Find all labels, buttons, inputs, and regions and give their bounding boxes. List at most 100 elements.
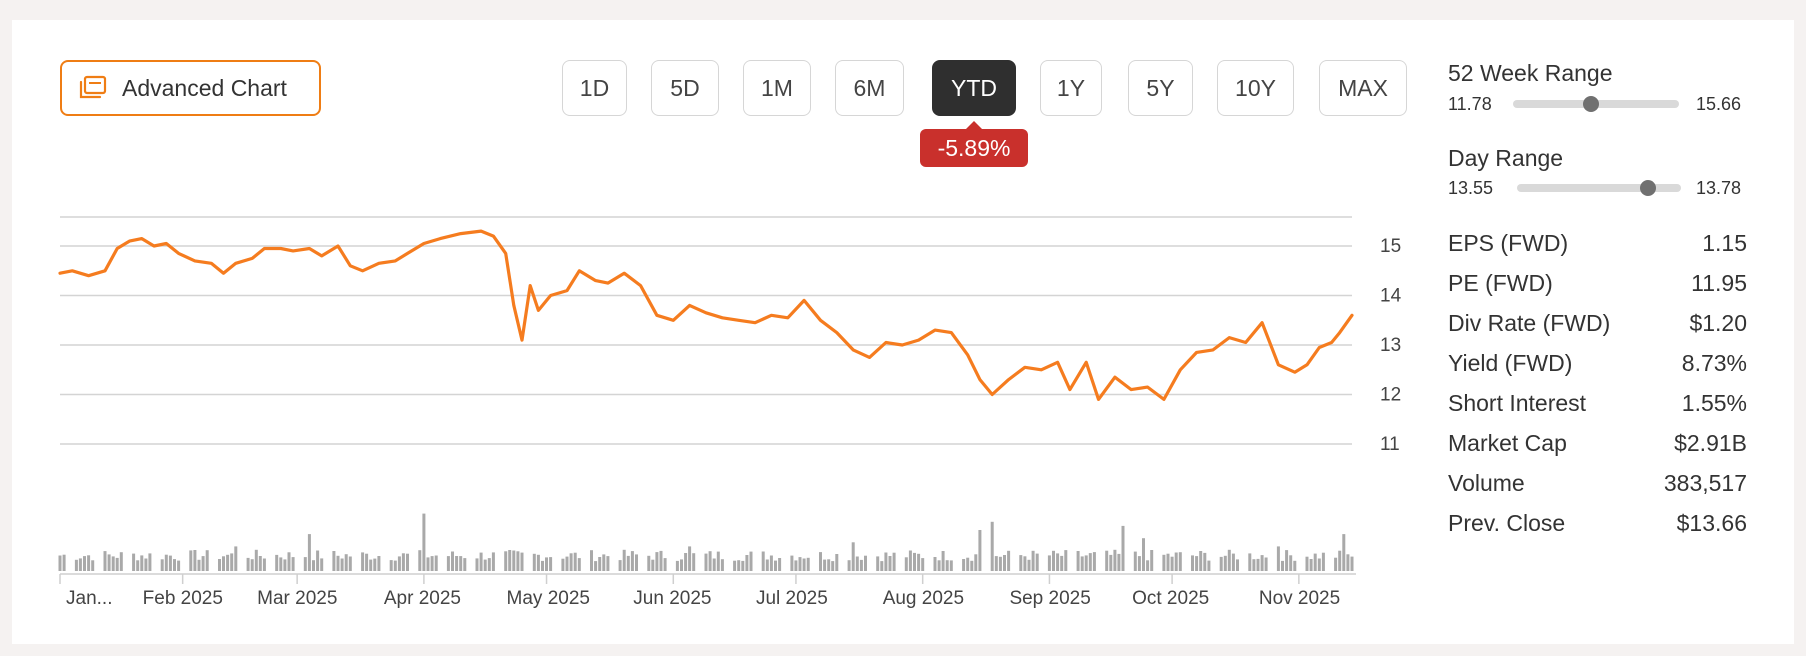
volume-bar [1260, 555, 1264, 571]
volume-bar [258, 556, 262, 571]
x-tick-label: Jan... [66, 588, 112, 609]
y-tick-label: 11 [1380, 434, 1400, 455]
volume-bar [279, 557, 283, 571]
volume-bar [136, 560, 140, 571]
volume-bar [663, 558, 667, 571]
volume-bar [451, 551, 454, 571]
stat-label-market-cap: Market Cap [1448, 430, 1567, 456]
range-button-1d[interactable]: 1D [562, 60, 627, 116]
volume-bar [974, 554, 978, 571]
volume-bar [737, 560, 741, 571]
volume-bar [58, 555, 62, 571]
volume-bar [945, 560, 949, 571]
volume-bar [1178, 552, 1182, 571]
week52-range-title: 52 Week Range [1448, 60, 1613, 86]
volume-bar [941, 551, 945, 571]
volume-bar [888, 556, 892, 571]
volume-bar [532, 553, 536, 571]
volume-bar [283, 559, 287, 571]
week52-low: 11.78 [1448, 94, 1492, 114]
volume-bar [864, 555, 867, 571]
volume-bar [307, 534, 311, 571]
volume-bar [83, 556, 86, 571]
volume-bar [1289, 555, 1293, 571]
volume-bar [577, 558, 581, 571]
volume-bar [1223, 555, 1227, 571]
range-button-10y[interactable]: 10Y [1217, 60, 1294, 116]
range-button-5y[interactable]: 5Y [1128, 60, 1193, 116]
volume-bar [320, 558, 324, 571]
volume-bar [160, 559, 164, 571]
volume-bar [802, 558, 806, 571]
volume-bar [1088, 553, 1092, 571]
volume-bar [835, 554, 839, 571]
volume-bar [1080, 556, 1084, 571]
stat-value-yield: 8.73% [1681, 350, 1747, 376]
stat-value-market-cap: $2.91B [1674, 430, 1747, 456]
volume-bar [164, 554, 168, 571]
day-range-low: 13.55 [1448, 178, 1494, 198]
x-tick-label: Sep 2025 [1009, 588, 1090, 609]
volume-bar [1060, 555, 1064, 571]
volume-bar [312, 560, 315, 571]
volume-bar [516, 551, 520, 571]
volume-bar [680, 559, 683, 571]
volume-bar [1285, 550, 1289, 571]
volume-bar [504, 551, 508, 571]
volume-bar [1191, 555, 1194, 571]
volume-bar [1276, 546, 1280, 571]
x-tick-label: Mar 2025 [257, 588, 337, 609]
range-button-ytd[interactable]: YTD [932, 60, 1016, 116]
range-button-1m[interactable]: 1M [743, 60, 811, 116]
volume-bar [483, 559, 487, 571]
volume-bar [970, 560, 974, 571]
volume-bar [1109, 554, 1113, 571]
volume-bar [173, 559, 176, 571]
range-button-1y[interactable]: 1Y [1040, 60, 1102, 116]
volume-bar [1064, 550, 1068, 571]
volume-bar [62, 554, 66, 571]
volume-bar [132, 553, 136, 571]
volume-bar [692, 553, 696, 571]
volume-bar [189, 550, 193, 571]
volume-bar [655, 552, 659, 571]
stat-value-prev-close: $13.66 [1676, 510, 1747, 536]
volume-bar [745, 555, 749, 571]
volume-bar [491, 552, 495, 571]
volume-bar [1023, 556, 1027, 571]
volume-bar [205, 550, 209, 571]
volume-bar [246, 557, 250, 571]
stat-value-short-interest: 1.55% [1681, 390, 1747, 416]
volume-bar [1170, 556, 1174, 571]
range-button-max[interactable]: MAX [1319, 60, 1407, 116]
volume-bar [1199, 551, 1203, 571]
volume-bar [1117, 553, 1121, 571]
day-range-high: 13.78 [1696, 178, 1742, 198]
volume-bar [966, 557, 970, 571]
volume-bar [193, 550, 197, 571]
volume-bar [855, 556, 859, 571]
volume-bar [933, 557, 937, 571]
week52-high: 15.66 [1696, 94, 1742, 114]
volume-bar [508, 550, 512, 571]
stat-value-volume: 383,517 [1663, 470, 1747, 496]
volume-bar [434, 555, 438, 571]
volume-bar [937, 560, 941, 571]
volume-bar [712, 558, 716, 571]
volume-bar [361, 552, 365, 571]
volume-bar [418, 550, 422, 571]
volume-bar [998, 556, 1002, 571]
volume-bar [78, 558, 82, 571]
volume-bar [1219, 556, 1223, 571]
x-tick-label: Feb 2025 [143, 588, 223, 609]
range-button-6m[interactable]: 6M [835, 60, 904, 116]
volume-bar [275, 554, 279, 571]
volume-bar [1334, 557, 1338, 571]
x-tick-label: May 2025 [507, 588, 590, 609]
range-button-5d[interactable]: 5D [651, 60, 719, 116]
advanced-chart-button[interactable]: Advanced Chart [60, 60, 321, 116]
volume-bar [303, 557, 307, 571]
volume-bar [1121, 525, 1125, 571]
volume-bar [851, 542, 855, 571]
volume-bar [197, 559, 201, 571]
